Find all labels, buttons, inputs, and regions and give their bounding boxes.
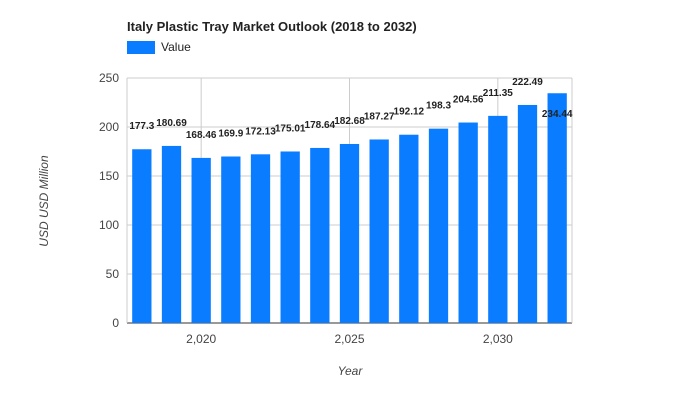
bar [339,143,360,323]
x-tick-label: 2,030 [483,332,513,346]
bar [310,147,330,323]
data-label: 198.3 [426,101,451,112]
y-axis-ticks: 0 50 100 150 200 250 [99,71,119,330]
data-label: 211.35 [483,88,513,99]
data-label: 168.46 [186,130,217,141]
x-tick-label: 2,025 [334,332,364,346]
data-label: 172.13 [245,126,276,137]
y-tick-label: 200 [99,120,119,134]
legend-label: Value [161,40,191,54]
bar [191,157,211,323]
data-label: 180.69 [156,118,187,129]
data-label: 187.27 [364,111,395,122]
y-tick-label: 0 [112,316,119,330]
y-tick-label: 150 [99,169,119,183]
bar [369,139,389,323]
data-label: 204.56 [453,95,484,106]
y-tick-label: 250 [99,71,119,85]
data-label: 222.49 [512,77,543,88]
data-label: 182.68 [334,116,365,127]
data-label: 192.12 [394,107,425,118]
bar [250,154,271,323]
y-tick-label: 100 [99,218,119,232]
legend-swatch [127,40,155,54]
legend: Value [127,40,191,54]
bar [399,134,419,323]
data-label: 169.9 [218,128,243,139]
data-label: 175.01 [275,123,306,134]
x-axis-ticks: 2,020 2,025 2,030 [186,332,513,346]
bar [547,93,567,323]
data-label: 177.3 [129,121,154,132]
y-axis-title: USD USD Million [37,155,51,247]
bars [132,93,567,324]
bar [221,156,241,323]
chart-title: Italy Plastic Tray Market Outlook (2018 … [127,19,417,34]
bar [132,149,152,323]
bar [280,151,300,323]
bar [458,122,478,324]
y-tick-label: 50 [106,267,120,281]
x-tick-label: 2,020 [186,332,216,346]
bar [517,104,538,323]
data-label: 234.44 [542,109,573,120]
bar [488,115,508,323]
bar [428,128,449,323]
data-label: 178.64 [305,120,336,131]
x-axis-title: Year [338,364,364,378]
bar [161,145,182,323]
